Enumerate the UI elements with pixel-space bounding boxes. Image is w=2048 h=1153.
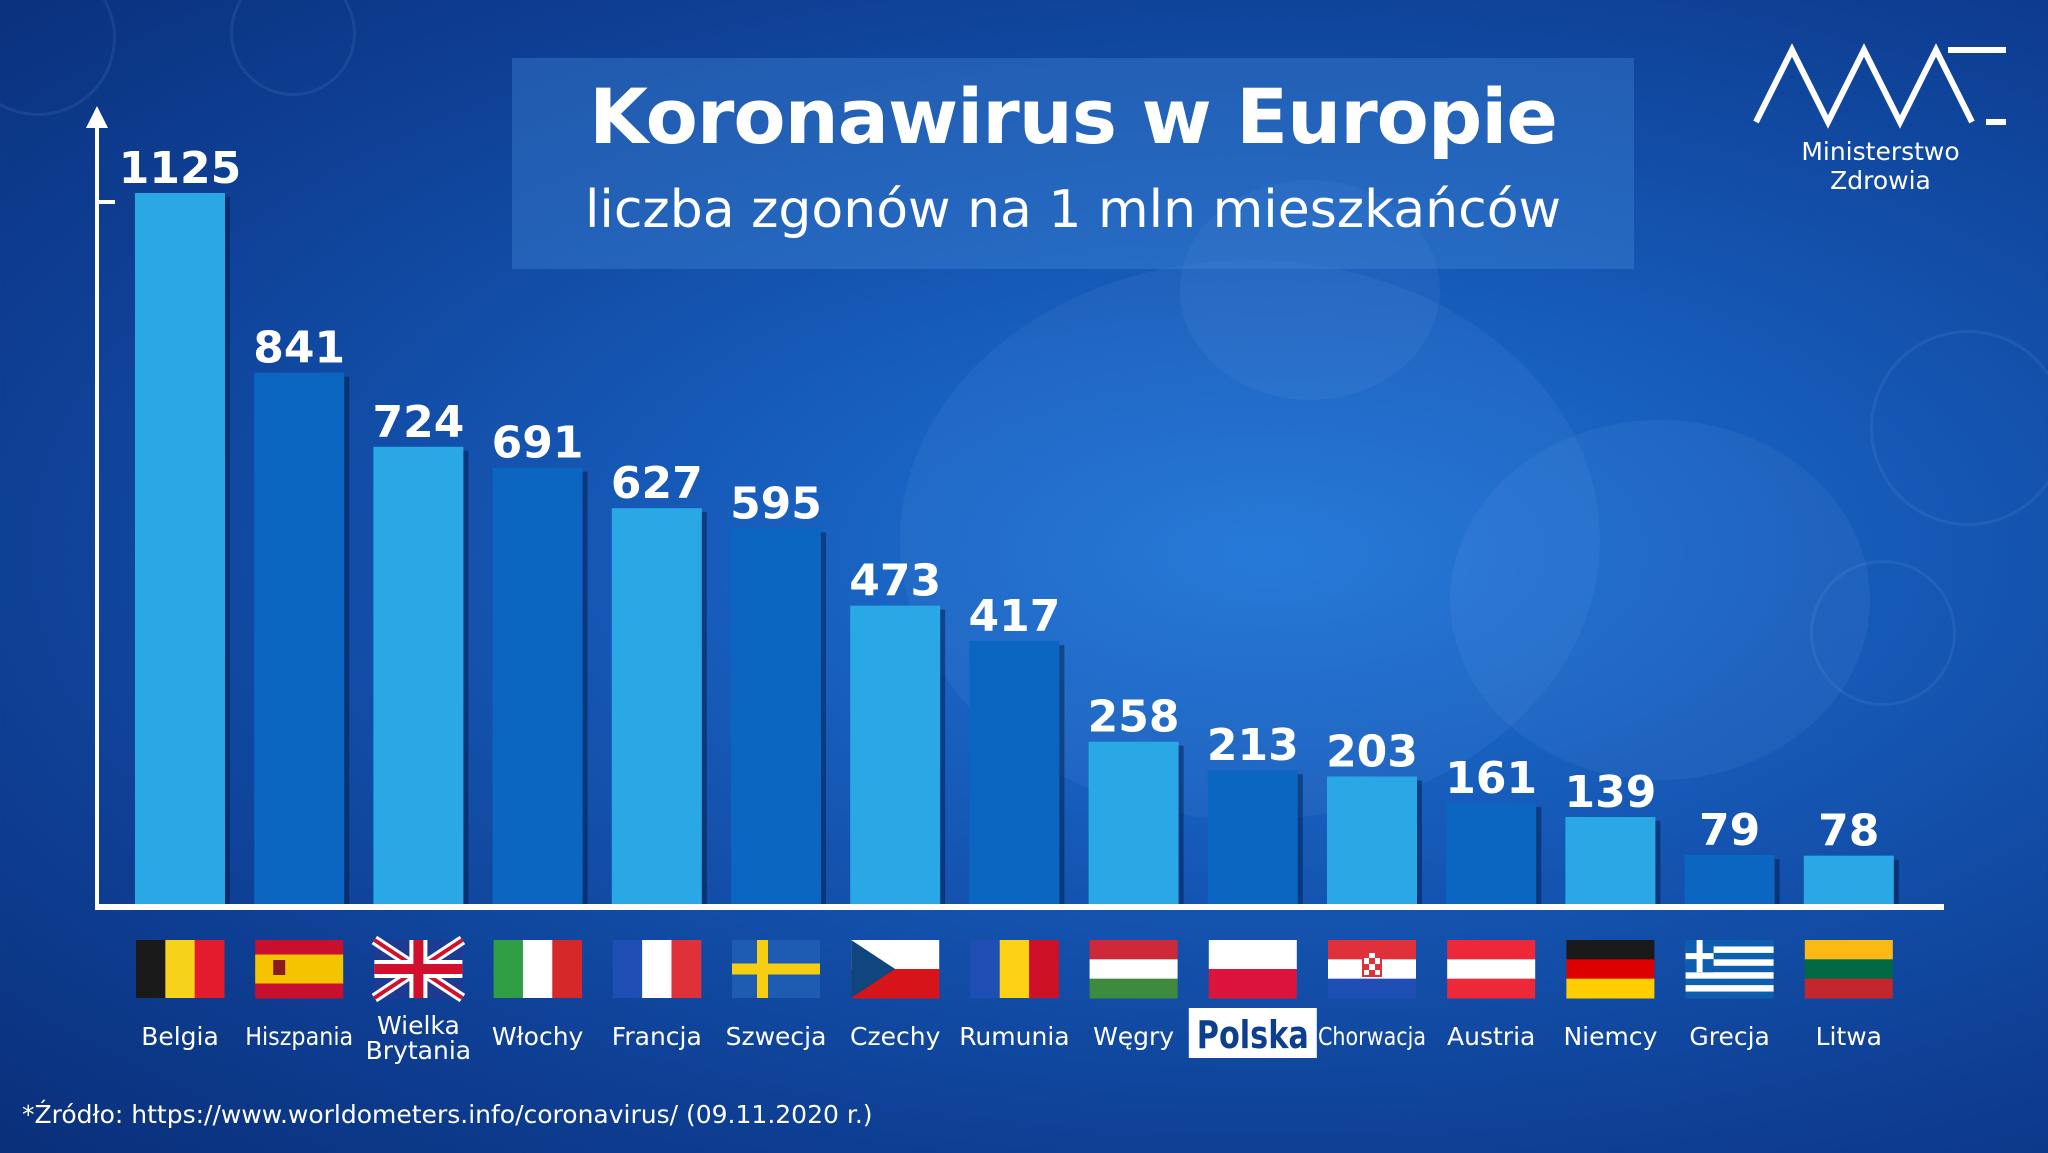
bar-francja bbox=[611, 508, 702, 905]
value-label-chorwacja: 203 bbox=[1326, 727, 1418, 778]
value-label-szwecja: 595 bbox=[730, 478, 822, 529]
category-label-chorwacja: Chorwacja bbox=[1318, 1022, 1426, 1051]
value-label-rumunia: 417 bbox=[968, 591, 1060, 642]
italy-flag-icon bbox=[493, 940, 583, 998]
category-label-belgia: Belgia bbox=[141, 1022, 219, 1051]
value-label-hiszpania: 841 bbox=[253, 323, 345, 374]
bar-wielka-brytania bbox=[373, 446, 464, 905]
sweden-flag-icon bbox=[732, 940, 820, 998]
bar-polska bbox=[1207, 770, 1298, 905]
bar-litwa bbox=[1803, 855, 1894, 905]
hungary-flag-icon bbox=[1089, 940, 1178, 999]
y-axis-arrow bbox=[86, 106, 108, 128]
value-label-niemcy: 139 bbox=[1564, 767, 1656, 818]
bar-niemcy bbox=[1565, 817, 1656, 905]
category-label-niemcy: Niemcy bbox=[1563, 1022, 1657, 1051]
bars bbox=[135, 193, 1899, 905]
czechia-flag-icon bbox=[851, 940, 940, 999]
romania-flag-icon bbox=[970, 940, 1059, 998]
virus-icon bbox=[1810, 560, 1956, 706]
bar-chorwacja bbox=[1327, 776, 1417, 905]
bar-hiszpania bbox=[254, 372, 345, 905]
category-label-hiszpania: Hiszpania bbox=[245, 1022, 353, 1051]
france-flag-icon bbox=[612, 940, 702, 998]
highlight-box bbox=[1188, 1008, 1317, 1058]
value-label-belgia: 1125 bbox=[119, 143, 241, 194]
title-box: Koronawirus w Europie liczba zgonów na 1… bbox=[512, 58, 1634, 269]
value-label-francja: 627 bbox=[611, 458, 703, 509]
value-label-węgry: 258 bbox=[1088, 692, 1180, 743]
source-note: *Źródło: https://www.worldometers.info/c… bbox=[22, 1100, 873, 1129]
bar-włochy bbox=[492, 467, 583, 905]
flags bbox=[136, 935, 1893, 1003]
category-label-wielka-brytania: Wielka bbox=[377, 1011, 460, 1040]
value-label-austria: 161 bbox=[1445, 753, 1537, 804]
category-label-włochy: Włochy bbox=[492, 1022, 584, 1051]
value-label-polska: 213 bbox=[1207, 720, 1299, 771]
mz-logo-icon bbox=[1753, 43, 2006, 129]
greece-flag-icon bbox=[1685, 940, 1774, 999]
croatia-flag-icon bbox=[1328, 940, 1416, 999]
virus-icon bbox=[1870, 330, 2048, 526]
europe-map-shape bbox=[1450, 420, 1870, 780]
category-label-rumunia: Rumunia bbox=[959, 1022, 1069, 1051]
germany-flag-icon bbox=[1566, 940, 1655, 999]
austria-flag-icon bbox=[1447, 940, 1536, 999]
category-label-węgry: Węgry bbox=[1093, 1022, 1174, 1051]
bar-szwecja bbox=[731, 528, 821, 905]
bar-belgia bbox=[135, 193, 225, 905]
poland-flag-icon bbox=[1208, 940, 1297, 999]
spain-flag-icon bbox=[255, 940, 344, 999]
value-labels: 1125 841 724 691 627 595 473 417 258 213 203 161 139… bbox=[119, 143, 1880, 857]
ministry-name: Ministerstwo Zdrowia bbox=[1801, 137, 1960, 195]
category-label-wielka-brytania: Brytania bbox=[366, 1036, 471, 1065]
value-label-wielka-brytania: 724 bbox=[372, 397, 464, 448]
lithuania-flag-icon bbox=[1804, 940, 1893, 999]
bar-chart: 1125 841 724 691 627 595 473 417 258 213 203 161 139… bbox=[86, 106, 1944, 1065]
value-label-włochy: 691 bbox=[492, 418, 584, 469]
category-label-austria: Austria bbox=[1447, 1022, 1535, 1051]
value-label-czechy: 473 bbox=[849, 556, 941, 607]
category-label-czechy: Czechy bbox=[850, 1022, 941, 1051]
category-label-litwa: Litwa bbox=[1816, 1022, 1882, 1051]
category-label-grecja: Grecja bbox=[1689, 1022, 1770, 1051]
bar-rumunia bbox=[969, 641, 1060, 905]
category-label-polska: Polska bbox=[1197, 1013, 1309, 1057]
bar-austria bbox=[1446, 803, 1537, 905]
category-label-szwecja: Szwecja bbox=[726, 1022, 827, 1051]
category-label-francja: Francja bbox=[612, 1022, 702, 1051]
chart-subtitle: liczba zgonów na 1 mln mieszkańców bbox=[584, 180, 1562, 240]
europe-map-shape bbox=[1180, 180, 1440, 400]
value-label-litwa: 78 bbox=[1818, 806, 1879, 857]
uk-flag-icon bbox=[371, 935, 466, 1003]
chart-title: Koronawirus w Europie bbox=[589, 72, 1558, 161]
axes bbox=[86, 106, 1944, 910]
bar-węgry bbox=[1088, 741, 1179, 905]
bar-czechy bbox=[850, 605, 941, 905]
value-label-grecja: 79 bbox=[1699, 805, 1760, 856]
belgium-flag-icon bbox=[136, 940, 225, 998]
bar-grecja bbox=[1684, 855, 1775, 905]
